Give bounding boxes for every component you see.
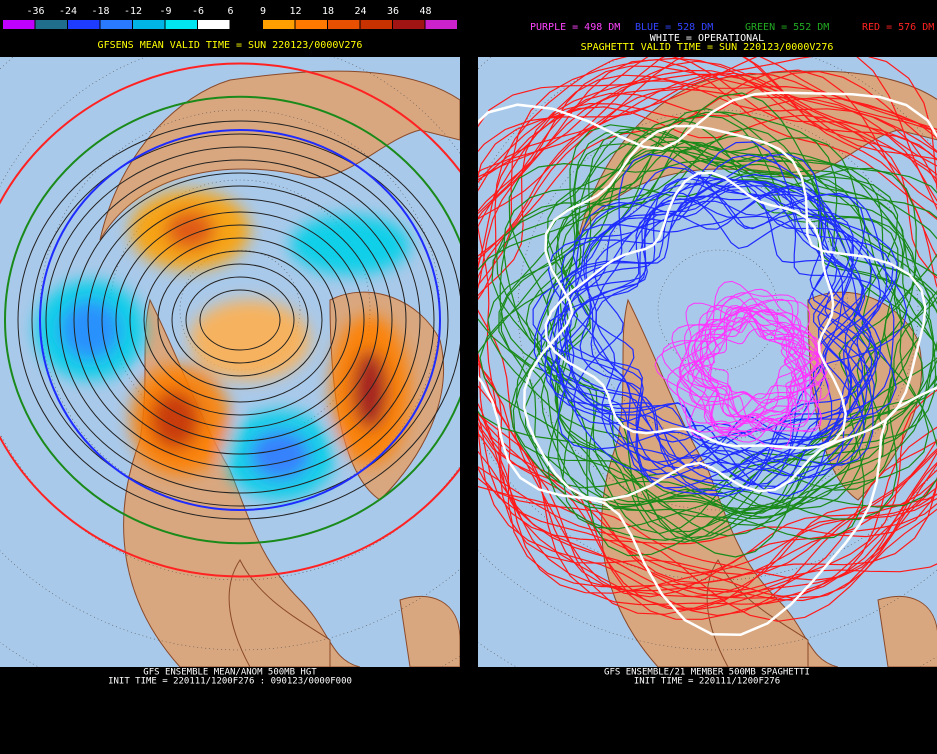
colorbar-label: -9 [159,6,171,17]
colorbar-swatch [166,20,198,29]
legend-entry: PURPLE = 498 DM [530,22,620,33]
colorbar-swatch [36,20,68,29]
colorbar-swatch [3,20,35,29]
colorbar-label: -6 [192,6,204,17]
anomaly [60,300,120,360]
left-footer: INIT TIME = 220111/1200F276 : 090123/000… [108,677,352,687]
colorbar-swatch [393,20,425,29]
colorbar-label: 9 [260,6,266,17]
colorbar-label: 36 [387,6,399,17]
anomaly [190,300,310,380]
right-title: SPAGHETTI VALID TIME = SUN 220123/0000V2… [581,42,834,53]
colorbar-label: 48 [419,6,431,17]
colorbar-label: -18 [91,6,109,17]
anomaly [250,430,310,480]
colorbar-label: 18 [322,6,334,17]
colorbar-swatch [231,20,263,29]
colorbar-label: -36 [26,6,44,17]
colorbar-swatch [263,20,295,29]
colorbar-label: 24 [354,6,366,17]
legend-entry: RED = 576 DM [862,22,934,33]
legend-entry: BLUE = 528 DM [635,22,713,33]
colorbar-label: 6 [227,6,233,17]
colorbar-swatch [101,20,133,29]
colorbar-label: -12 [124,6,142,17]
colorbar-swatch [296,20,328,29]
colorbar-swatch [328,20,360,29]
right-footer: INIT TIME = 220111/1200F276 [634,677,780,687]
colorbar-label: -24 [59,6,77,17]
legend-entry: GREEN = 552 DM [745,22,829,33]
colorbar-swatch [133,20,165,29]
colorbar-swatch [198,20,230,29]
colorbar-label: 12 [289,6,301,17]
colorbar-swatch [68,20,100,29]
colorbar-swatch [361,20,393,29]
colorbar-swatch [426,20,458,29]
left-title: GFSENS MEAN VALID TIME = SUN 220123/0000… [98,40,363,51]
